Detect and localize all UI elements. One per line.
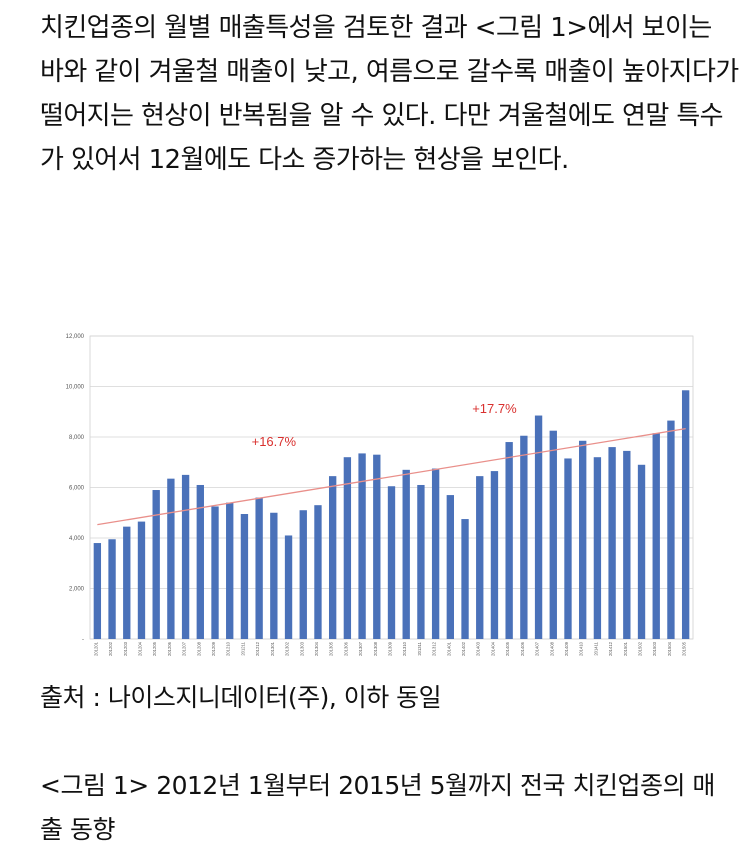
x-tick-label: 201210 bbox=[226, 641, 231, 656]
bar bbox=[623, 450, 631, 639]
bar bbox=[299, 510, 307, 639]
bar bbox=[652, 433, 660, 639]
x-tick-label: 201207 bbox=[182, 641, 187, 656]
monthly-sales-chart: - 2,000 4,000 6,000 8,000 10,000 12,000 201201 2… bbox=[40, 330, 710, 680]
x-tick-label: 201309 bbox=[388, 641, 393, 656]
bar bbox=[476, 476, 484, 639]
x-tick-label: 201501 bbox=[623, 641, 628, 656]
x-tick-label: 201209 bbox=[211, 641, 216, 656]
x-tick-label: 201202 bbox=[108, 641, 113, 656]
x-tick-label: 201307 bbox=[358, 641, 363, 656]
y-tick-label: 2,000 bbox=[69, 587, 85, 593]
bar bbox=[270, 512, 278, 639]
bar bbox=[534, 415, 543, 639]
y-tick-label: 4,000 bbox=[69, 536, 85, 542]
bar bbox=[284, 535, 293, 639]
bar bbox=[549, 430, 557, 639]
figure-caption: <그림 1> 2012년 1월부터 2015년 5월까지 전국 치킨업종의 매출… bbox=[40, 771, 715, 844]
bar bbox=[579, 440, 587, 639]
x-tick-label: 201308 bbox=[373, 641, 378, 656]
bar bbox=[446, 495, 454, 639]
bar bbox=[167, 478, 175, 639]
bar bbox=[681, 390, 690, 639]
x-tick-label: 201504 bbox=[667, 641, 672, 656]
x-tick-label: 201401 bbox=[446, 641, 451, 656]
x-tick-label: 201411 bbox=[593, 641, 598, 655]
x-tick-label: 201407 bbox=[535, 641, 540, 656]
x-tick-label: 201409 bbox=[564, 641, 569, 656]
bar bbox=[314, 505, 322, 639]
source-note: 출처 : 나이스지니데이터(주), 이하 동일 bbox=[40, 683, 442, 712]
bar bbox=[505, 442, 513, 639]
bar bbox=[240, 514, 249, 639]
x-tick-label: 201402 bbox=[461, 641, 466, 656]
x-tick-label: 201306 bbox=[343, 641, 348, 656]
bar bbox=[520, 435, 528, 639]
x-tick-label: 201212 bbox=[255, 641, 260, 656]
x-tick-label: 201312 bbox=[432, 641, 437, 656]
bar bbox=[181, 474, 190, 640]
bar bbox=[226, 502, 234, 639]
x-tick-label: 201302 bbox=[285, 641, 290, 656]
x-tick-label: 201205 bbox=[152, 641, 157, 656]
bar bbox=[196, 484, 204, 639]
x-tick-label: 201304 bbox=[314, 641, 319, 656]
x-tick-label: 201203 bbox=[123, 641, 128, 656]
x-tick-label: 201303 bbox=[299, 641, 304, 656]
y-tick-label: 8,000 bbox=[69, 435, 85, 441]
bar bbox=[564, 458, 572, 639]
x-tick-label: 201305 bbox=[329, 641, 334, 656]
bar bbox=[417, 484, 425, 639]
bar bbox=[637, 464, 646, 639]
bar bbox=[123, 526, 131, 639]
x-tick-label: 201404 bbox=[490, 641, 495, 656]
x-tick-label: 201502 bbox=[638, 641, 643, 656]
bar bbox=[387, 486, 396, 639]
bar bbox=[137, 521, 146, 639]
x-tick-label: 201208 bbox=[196, 641, 201, 656]
bar bbox=[373, 454, 381, 639]
x-tick-label: 201505 bbox=[682, 641, 687, 656]
x-tick-label: 201204 bbox=[137, 641, 142, 656]
bar bbox=[461, 519, 469, 639]
x-tick-label: 201408 bbox=[549, 641, 554, 656]
growth-annotation: +17.7% bbox=[472, 401, 517, 416]
bar bbox=[490, 471, 499, 639]
x-tick-label: 201301 bbox=[270, 641, 275, 656]
bar bbox=[93, 543, 102, 639]
x-tick-label: 201206 bbox=[167, 641, 172, 656]
bar bbox=[152, 490, 160, 639]
x-tick-label: 201310 bbox=[402, 641, 407, 656]
y-tick-label: 12,000 bbox=[66, 334, 85, 340]
bar bbox=[255, 497, 263, 639]
bar bbox=[608, 447, 616, 639]
bar bbox=[667, 420, 675, 639]
trend-line bbox=[97, 428, 686, 526]
x-tick-label: 201410 bbox=[579, 641, 584, 656]
x-tick-label: 201211 bbox=[240, 641, 245, 655]
bar bbox=[328, 476, 337, 639]
bar bbox=[358, 453, 366, 639]
body-paragraph: 치킨업종의 월별 매출특성을 검토한 결과 <그림 1>에서 보이는 바와 같이… bbox=[40, 13, 739, 175]
x-tick-label: 201311 bbox=[417, 641, 422, 655]
bar bbox=[108, 539, 116, 639]
y-tick-label: 10,000 bbox=[66, 385, 85, 391]
x-tick-label: 201405 bbox=[505, 641, 510, 656]
bar bbox=[343, 457, 352, 639]
x-tick-label: 201406 bbox=[520, 641, 525, 656]
bar bbox=[211, 506, 219, 639]
bar bbox=[431, 468, 440, 639]
growth-annotation: +16.7% bbox=[252, 434, 297, 449]
x-tick-label: 201403 bbox=[476, 641, 481, 656]
x-tick-label: 201201 bbox=[93, 641, 98, 656]
bar bbox=[593, 457, 602, 639]
y-tick-label: - bbox=[82, 637, 84, 643]
bar bbox=[402, 469, 410, 639]
x-tick-label: 201412 bbox=[608, 641, 613, 656]
y-tick-label: 6,000 bbox=[69, 486, 85, 492]
x-tick-label: 201503 bbox=[652, 641, 657, 656]
